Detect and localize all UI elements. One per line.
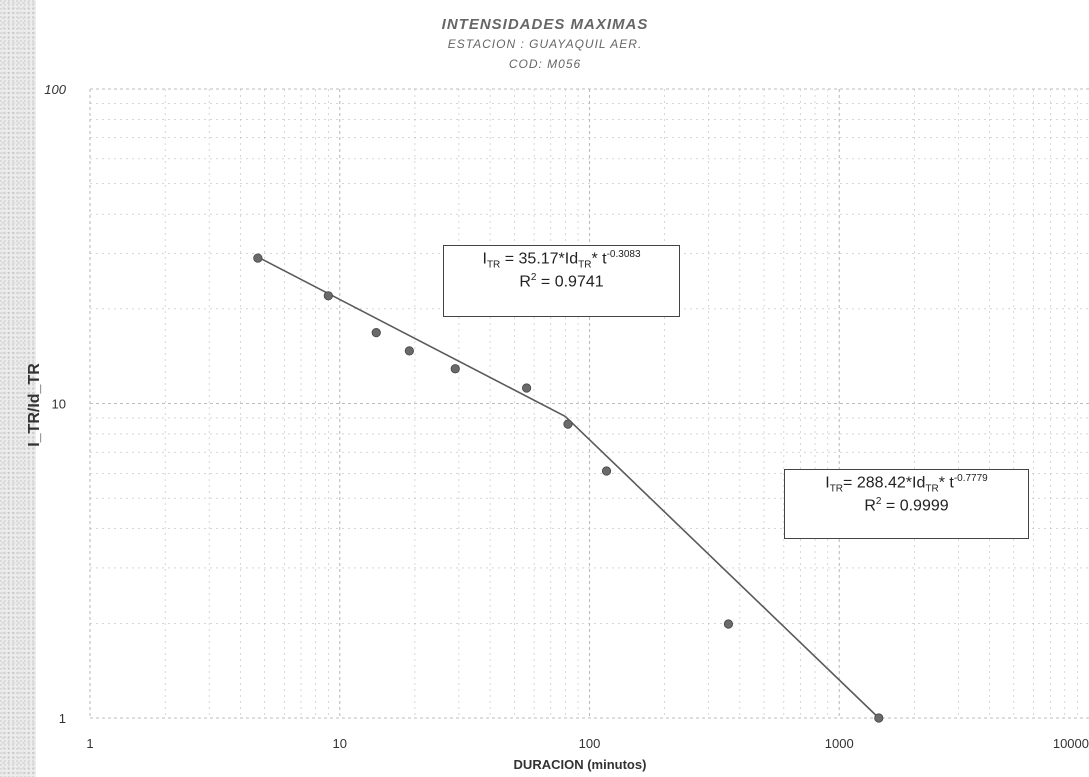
fit-line-1	[257, 256, 566, 418]
equation-1-line-2: R2 = 0.9741	[450, 272, 673, 292]
equation-2-exponent: -0.7779	[953, 473, 988, 484]
equation-1-exponent: -0.3083	[606, 249, 641, 260]
data-point-4	[404, 346, 414, 356]
x-tick-label-10: 10	[333, 736, 347, 751]
chart-subtitle-1: ESTACION : GUAYAQUIL AER.	[447, 37, 643, 51]
tick-labels: 1 10 100 1000 10000 1 10 100	[44, 82, 1089, 751]
chart-title: INTENSIDADES MAXIMAS	[441, 16, 649, 33]
equation-2-sub-1: TR	[829, 483, 844, 495]
equation-1-i: I	[482, 250, 487, 268]
data-point-7	[563, 419, 573, 429]
equation-2-tail: * t	[938, 474, 954, 492]
equation-2-i: I	[825, 474, 830, 492]
equation-2-r2-value: = 0.9999	[881, 497, 949, 515]
equation-1-sub-2: TR	[578, 259, 592, 271]
equation-2-r2-prefix: R	[864, 497, 876, 515]
equation-1-sub-1: TR	[486, 259, 501, 271]
y-tick-label-100: 100	[44, 82, 66, 97]
y-axis-label: I_TR/Id_TR	[26, 363, 43, 447]
equation-1-r2-prefix: R	[519, 273, 531, 291]
equation-box-1: ITR = 35.17*IdTR* t-0.3083 R2 = 0.9741	[443, 245, 680, 317]
y-tick-label-1: 1	[59, 711, 66, 726]
equation-2-middle: = 288.42*Id	[843, 474, 926, 492]
fit-line-2	[564, 415, 880, 719]
x-tick-label-100: 100	[579, 736, 601, 751]
x-axis-label: DURACION (minutos)	[513, 757, 647, 772]
data-point-9	[723, 619, 734, 629]
data-point-2	[323, 291, 333, 301]
equation-1-line-1: ITR = 35.17*IdTR* t-0.3083	[450, 249, 673, 272]
data-point-5	[450, 364, 460, 374]
grid-layer	[89, 88, 1089, 719]
data-points	[253, 253, 884, 723]
chart-subtitle-2: COD: M056	[508, 57, 582, 71]
x-tick-label-1000: 1000	[825, 736, 854, 751]
equation-1-r2-value: = 0.9741	[536, 273, 604, 291]
data-point-10	[874, 713, 884, 723]
equation-2-sub-2: TR	[925, 483, 939, 495]
equation-box-2: ITR= 288.42*IdTR* t-0.7779 R2 = 0.9999	[784, 469, 1029, 539]
equation-2-r2-exponent: 2	[875, 496, 882, 508]
equation-2-line-1: ITR= 288.42*IdTR* t-0.7779	[791, 473, 1022, 496]
data-point-3	[371, 328, 381, 338]
data-point-8	[601, 466, 612, 476]
fit-lines	[257, 256, 880, 719]
equation-1-middle: = 35.17*Id	[500, 250, 579, 268]
y-tick-label-10: 10	[52, 397, 66, 412]
equation-1-tail: * t	[591, 250, 607, 268]
scan-left-margin	[0, 0, 36, 777]
data-point-1	[253, 253, 263, 263]
equation-2-line-2: R2 = 0.9999	[791, 496, 1022, 516]
data-point-6	[522, 383, 532, 393]
equation-1-r2-exponent: 2	[530, 272, 537, 284]
x-tick-label-1: 1	[86, 736, 93, 751]
x-tick-label-10000: 10000	[1053, 736, 1089, 751]
